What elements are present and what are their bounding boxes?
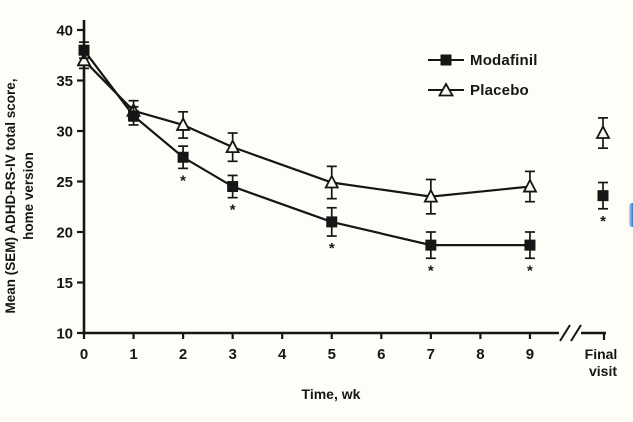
placebo-point-final-visit [595, 124, 611, 139]
placebo-point-w9 [522, 178, 538, 193]
legend-row-modafinil: Modafinil [427, 50, 538, 70]
modafinil-filled-square-icon [428, 54, 464, 66]
modafinil-point-w9 [524, 239, 536, 251]
significance-asterisk-w9: * [527, 262, 533, 279]
placebo-point-w2 [175, 116, 191, 131]
placebo-open-triangle-icon [428, 82, 464, 97]
x-tick-label-7: 7 [427, 346, 435, 363]
x-tick-label-2: 2 [179, 346, 187, 363]
y-tick-label-15: 15 [56, 275, 73, 292]
modafinil-point-w2 [177, 151, 189, 163]
y-tick-label-30: 30 [56, 124, 73, 141]
modafinil-point-w3 [227, 181, 239, 193]
legend: Modafinil Placebo [427, 50, 538, 110]
legend-label-modafinil: Modafinil [470, 51, 538, 69]
y-tick-label-35: 35 [56, 73, 73, 90]
significance-asterisk-w3: * [230, 202, 236, 219]
axis-break-slash [570, 324, 582, 342]
significance-asterisk-final: * [600, 213, 606, 230]
legend-label-placebo: Placebo [470, 81, 529, 99]
x-axis-label: Time, wk [302, 386, 361, 402]
modafinil-point-w0 [78, 44, 90, 56]
placebo-point-w7 [423, 188, 439, 203]
axis-break-slash [559, 324, 571, 342]
y-tick-label-40: 40 [56, 23, 73, 40]
modafinil-point-w5 [326, 216, 338, 228]
x-tick-label-5: 5 [328, 346, 336, 363]
final-visit-label-line2: visit [589, 363, 617, 379]
y-tick-label-25: 25 [56, 174, 73, 191]
final-visit-label-line1: Final [585, 346, 618, 362]
y-tick-label-20: 20 [56, 225, 73, 242]
edge-artifact [629, 203, 633, 227]
x-tick-label-6: 6 [377, 346, 385, 363]
y-tick-label-10: 10 [56, 326, 73, 343]
x-tick-label-4: 4 [278, 346, 287, 363]
modafinil-point-final-visit [597, 190, 609, 202]
placebo-point-w3 [225, 138, 241, 154]
y-axis-label-line2: home version [21, 152, 36, 240]
x-tick-label-1: 1 [129, 346, 137, 363]
x-tick-label-0: 0 [80, 346, 88, 363]
significance-asterisk-w7: * [428, 262, 434, 279]
x-tick-label-3: 3 [228, 346, 236, 363]
significance-asterisk-w2: * [180, 172, 186, 189]
legend-row-placebo: Placebo [427, 80, 538, 100]
placebo-point-w5 [324, 174, 340, 189]
modafinil-point-w1 [128, 110, 140, 122]
placebo-point-w0 [76, 51, 92, 67]
modafinil-point-w7 [425, 239, 437, 251]
x-tick-label-8: 8 [476, 346, 484, 363]
significance-asterisk-w5: * [329, 240, 335, 257]
y-axis-label-line1: Mean (SEM) ADHD-RS-IV total score, [3, 78, 18, 313]
x-tick-label-9: 9 [526, 346, 534, 363]
